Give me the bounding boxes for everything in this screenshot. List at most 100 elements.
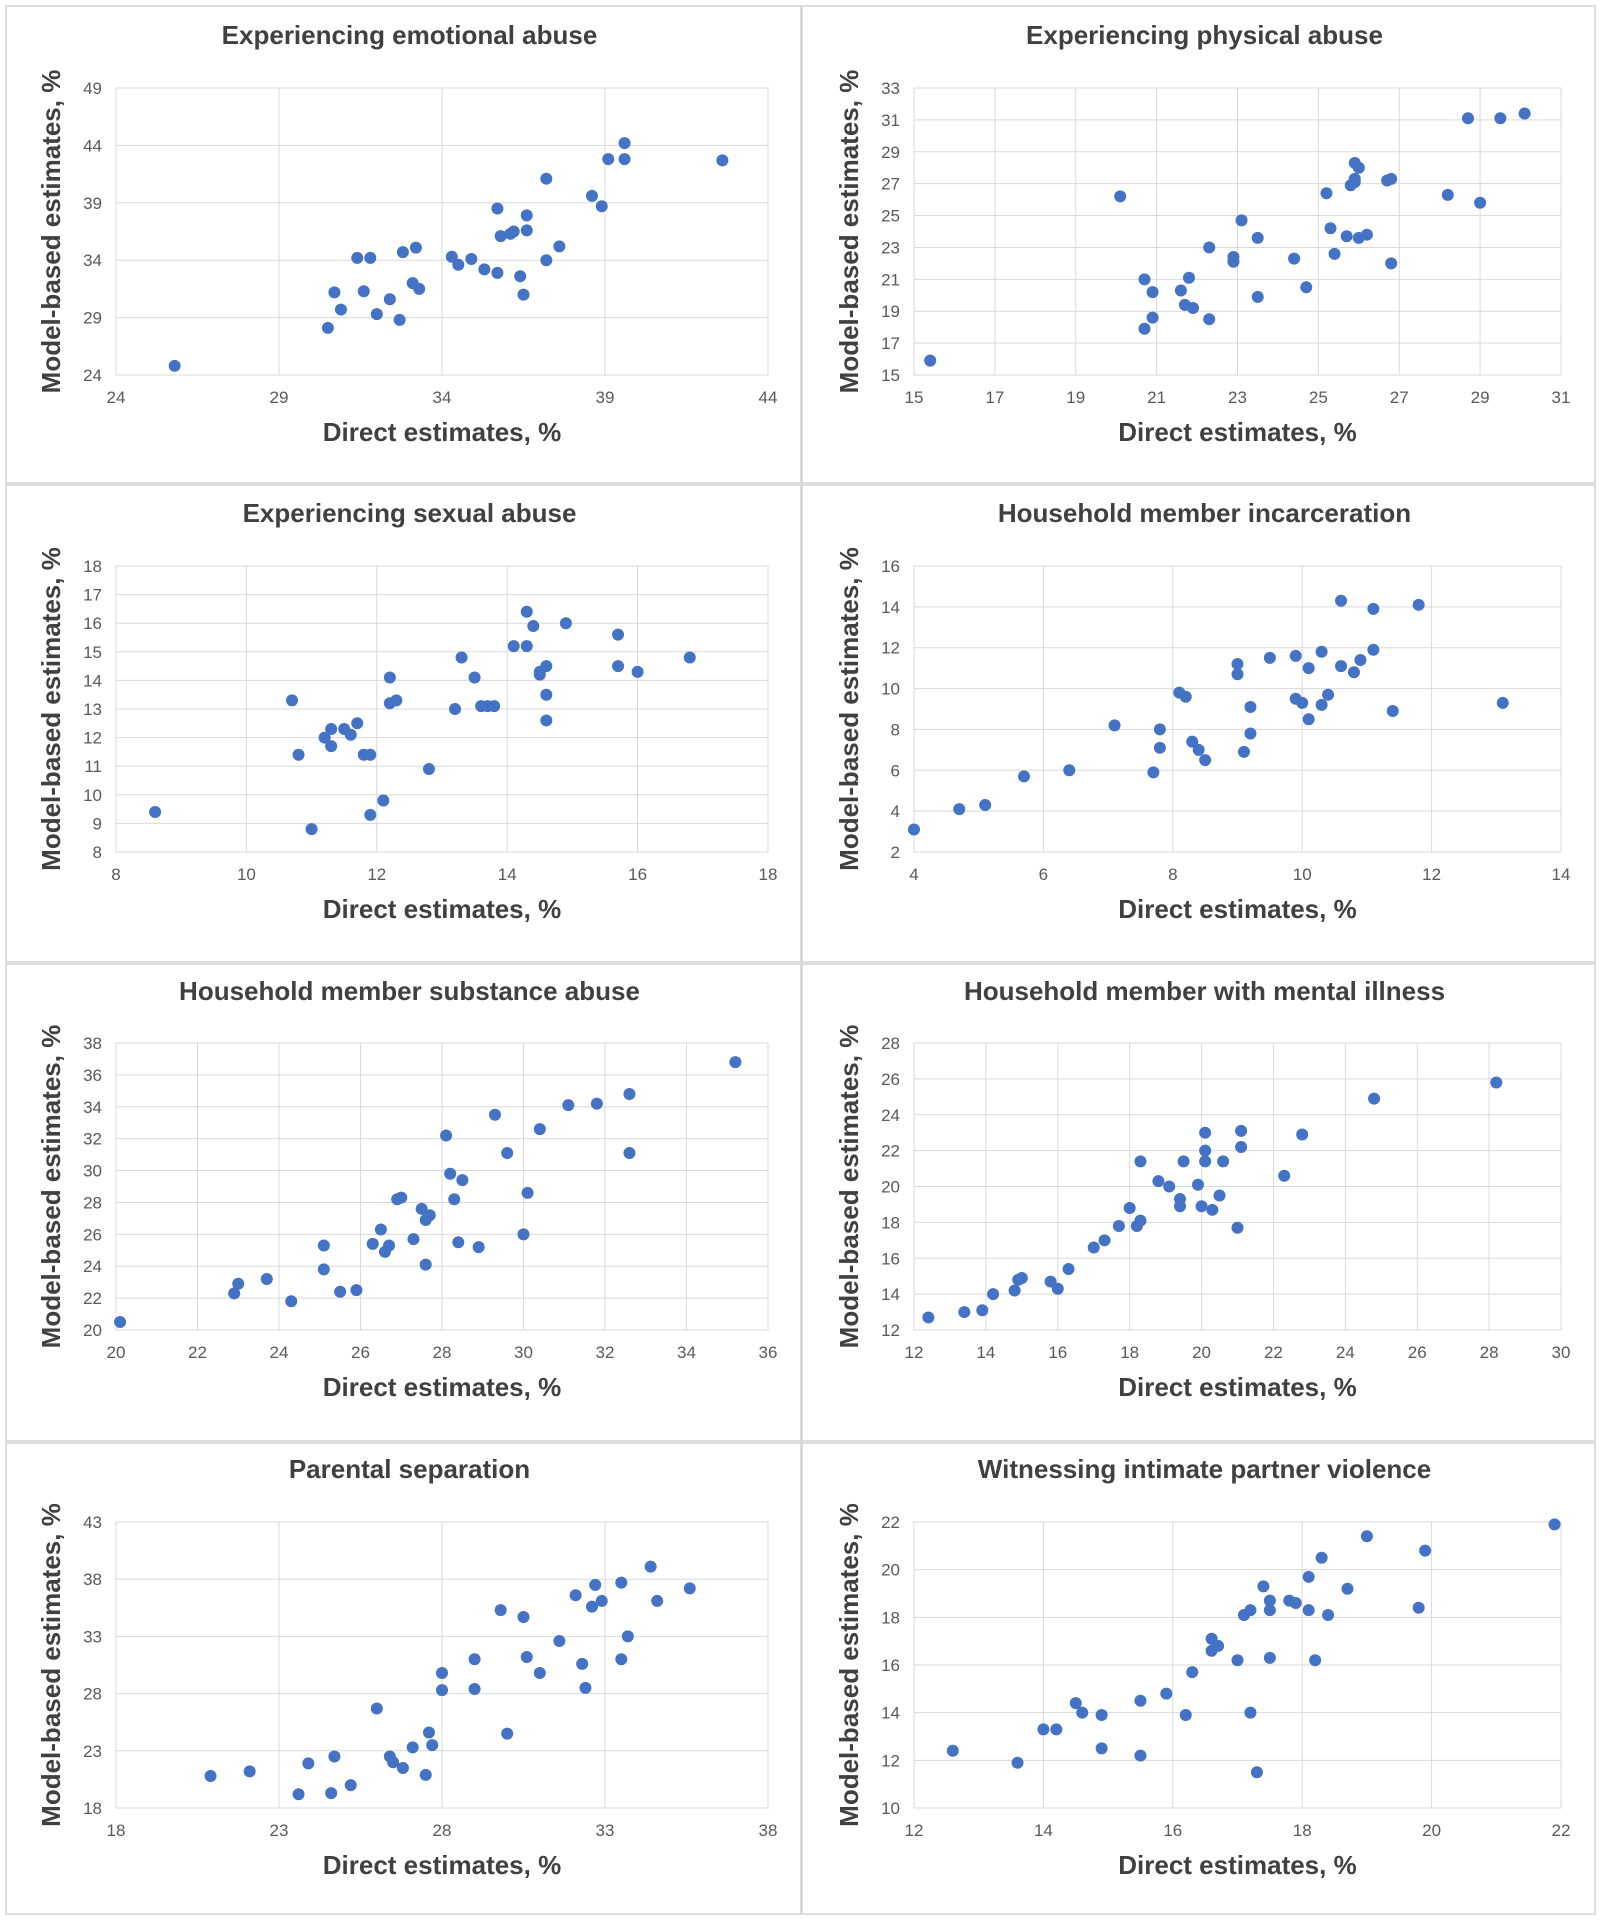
x-tick-label: 19 [1066,388,1085,407]
data-point [953,803,966,816]
data-point [407,1233,420,1246]
data-point [377,794,390,807]
data-point [1257,1580,1270,1593]
data-point [1192,743,1205,756]
x-tick-label: 16 [628,865,647,884]
data-point [520,1650,533,1663]
data-point [478,263,491,276]
y-tick-label: 28 [83,1685,102,1704]
chart-title: Household member substance abuse [179,976,640,1006]
data-point [1360,228,1373,241]
chart-title: Household member with mental illness [964,976,1445,1006]
data-point [683,651,696,664]
data-point [351,251,364,264]
data-point [1173,1193,1186,1206]
data-point [1076,1706,1089,1719]
data-point [317,1263,330,1276]
y-tick-label: 18 [83,1799,102,1818]
data-point [1474,196,1487,209]
data-point [325,1787,338,1800]
data-point [344,728,357,741]
x-axis-label: Direct estimates, % [323,417,561,447]
chart-title: Experiencing sexual abuse [243,498,577,528]
data-point [1134,1694,1147,1707]
data-point [370,1702,383,1715]
data-point [317,1239,330,1252]
x-axis-label: Direct estimates, % [323,894,561,924]
data-point [1302,1604,1315,1617]
x-tick-label: 24 [270,1343,289,1362]
data-point [621,1630,634,1643]
data-point [507,225,520,238]
data-point [1367,602,1380,615]
x-axis-label: Direct estimates, % [1118,894,1356,924]
y-tick-label: 15 [83,643,102,662]
data-point [406,1741,419,1754]
data-point [1354,653,1367,666]
y-tick-label: 39 [83,194,102,213]
x-tick-label: 17 [985,388,1004,407]
data-point [1324,222,1337,235]
data-point [455,651,468,664]
data-point [507,640,520,653]
x-axis-label: Direct estimates, % [323,1850,561,1880]
data-point [520,224,533,237]
y-tick-label: 4 [891,802,900,821]
data-point [623,1147,636,1160]
data-point [393,313,406,326]
data-point [1328,247,1341,260]
data-point [1244,700,1257,713]
data-point [1244,1706,1257,1719]
data-point [589,1578,602,1591]
data-point [387,1756,400,1769]
data-point [1335,594,1348,607]
x-tick-label: 33 [596,1821,615,1840]
data-point [1340,230,1353,243]
data-point [396,1761,409,1774]
data-point [1251,290,1264,303]
y-tick-label: 20 [881,1561,900,1580]
y-tick-label: 12 [83,729,102,748]
data-point [1187,302,1200,315]
data-point [517,1610,530,1623]
data-point [1296,696,1309,709]
y-tick-label: 14 [881,598,900,617]
data-point [1296,1128,1309,1141]
data-point [465,253,478,266]
data-point [1153,741,1166,754]
data-point [1199,1144,1212,1157]
x-tick-label: 12 [905,1821,924,1840]
x-tick-label: 24 [107,388,126,407]
chart-panel-7: 18 23 28 33 38 18 23 28 33 38 43 Parental separatio… [5,1442,802,1915]
y-tick-label: 21 [881,270,900,289]
data-point [285,1295,298,1308]
data-point [631,665,644,678]
x-tick-label: 30 [514,1343,533,1362]
data-point [494,1604,507,1617]
data-point [1050,1723,1063,1736]
y-tick-label: 10 [83,786,102,805]
data-point [1244,1604,1257,1617]
chart-panel-6: 12 14 16 18 20 22 24 26 28 30 12 14 16 18 20 22 24 26 28 Ho… [801,963,1596,1442]
chart-panel-8: 12 14 16 18 20 22 10 12 14 16 18 20 22 Witnessing int… [801,1442,1596,1915]
data-point [488,700,501,713]
data-point [318,731,331,744]
data-point [413,282,426,295]
data-point [1147,766,1160,779]
data-point [615,1653,628,1666]
data-point [364,808,377,821]
chart-panel-3: 8 10 12 14 16 18 8 9 10 11 12 13 14 15 16 17 18 Experienc… [5,484,802,963]
data-point [1213,1189,1226,1202]
data-point [452,1236,465,1249]
y-tick-label: 36 [83,1066,102,1085]
x-axis-label: Direct estimates, % [323,1372,561,1402]
y-tick-label: 27 [881,175,900,194]
x-axis-label: Direct estimates, % [1118,1850,1356,1880]
chart-title: Experiencing emotional abuse [222,20,598,50]
data-point [1108,719,1121,732]
data-point [468,1683,481,1696]
data-point [422,763,435,776]
data-point [1263,651,1276,664]
y-tick-label: 22 [881,1513,900,1532]
